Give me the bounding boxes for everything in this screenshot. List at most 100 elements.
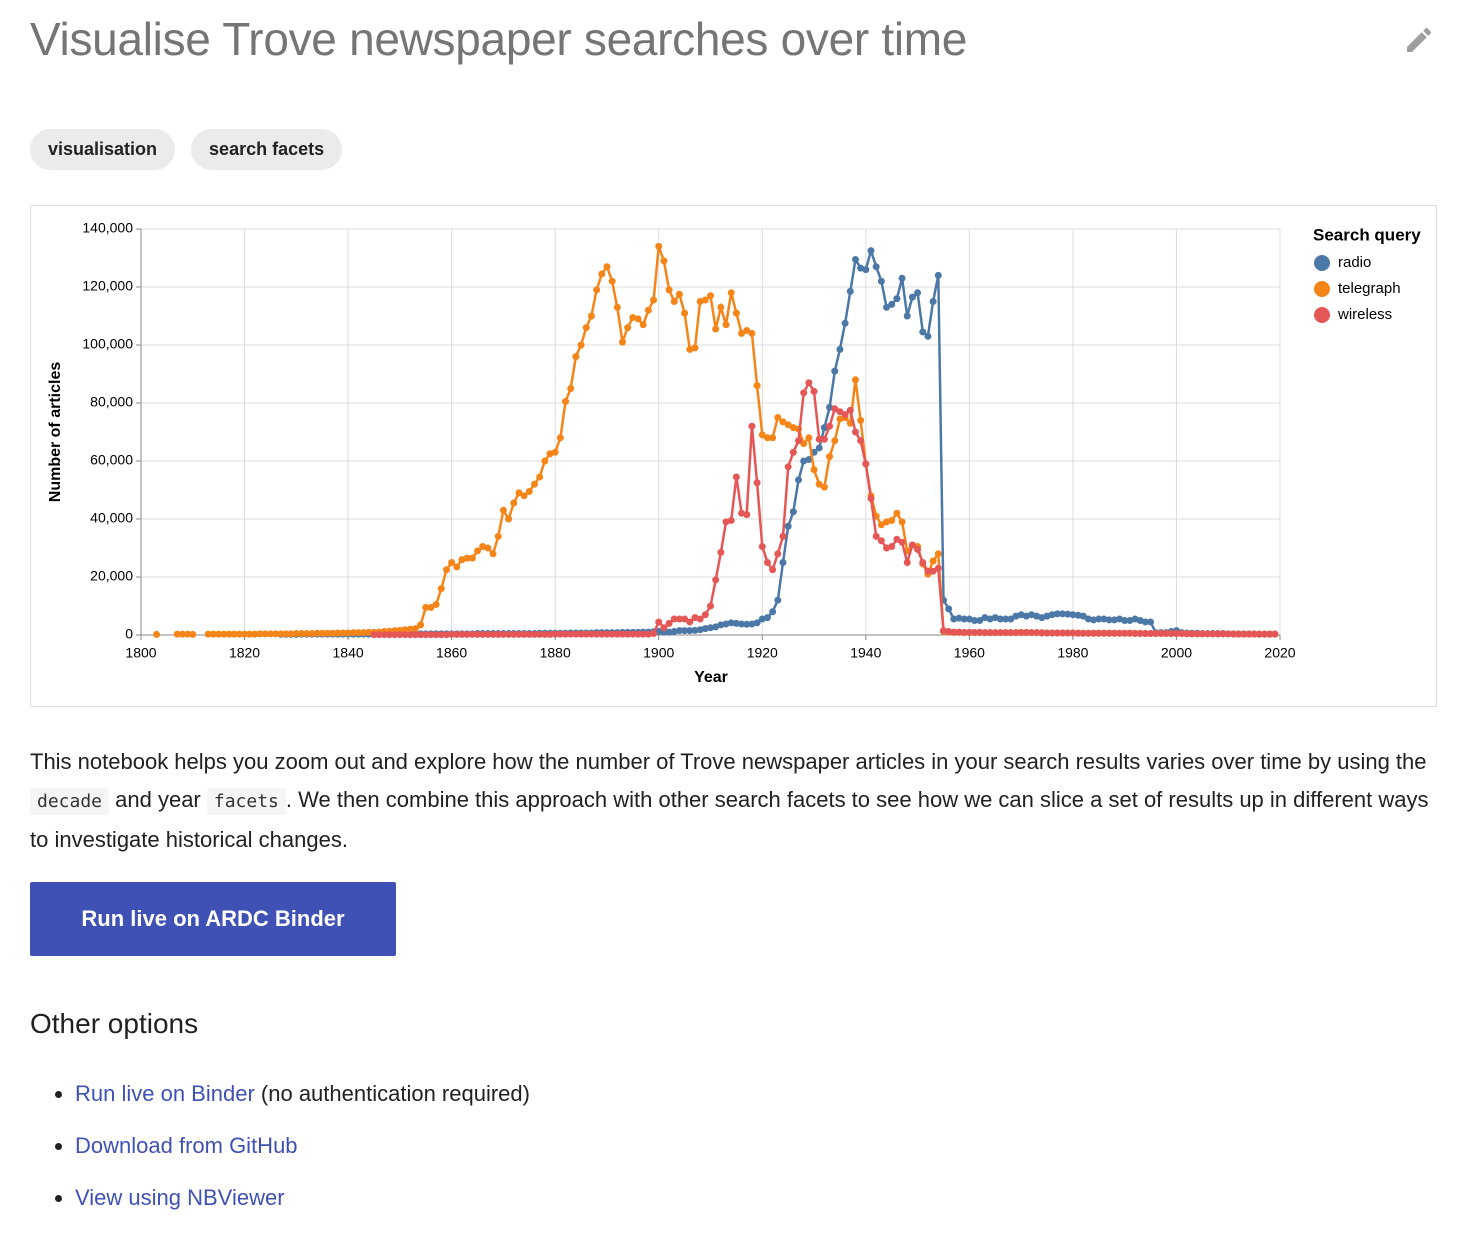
data-point	[743, 327, 751, 334]
y-tick-label: 0	[125, 626, 133, 642]
data-point	[536, 473, 544, 481]
x-tick-label: 1900	[643, 645, 674, 661]
data-point	[1167, 630, 1175, 638]
x-tick-label: 1960	[954, 645, 985, 661]
link[interactable]: Download from GitHub	[75, 1133, 298, 1158]
data-point	[593, 286, 601, 294]
data-point	[851, 255, 859, 263]
data-point	[448, 630, 456, 638]
data-point	[525, 630, 533, 638]
data-point	[795, 437, 803, 445]
link[interactable]: View using NBViewer	[75, 1185, 285, 1210]
data-point	[375, 631, 383, 639]
data-point	[986, 629, 994, 637]
data-point	[727, 619, 735, 627]
y-tick-label: 140,000	[82, 220, 133, 236]
data-point	[1183, 630, 1191, 638]
data-point	[1121, 617, 1129, 624]
data-point	[815, 435, 823, 443]
chart: Year Number of articles Search query 0 20…	[30, 205, 1437, 707]
data-point	[256, 630, 264, 638]
data-point	[401, 631, 409, 639]
data-point	[1110, 629, 1118, 637]
data-point	[334, 629, 342, 637]
data-point	[1110, 616, 1118, 624]
data-point	[1002, 629, 1010, 637]
data-point	[1209, 630, 1217, 638]
data-point	[562, 630, 570, 638]
data-point	[577, 341, 585, 349]
binder-button[interactable]: Run live on ARDC Binder	[30, 882, 396, 956]
data-point	[468, 630, 476, 638]
data-point	[499, 506, 507, 514]
data-point	[763, 614, 771, 622]
data-point	[1147, 630, 1155, 638]
data-point	[934, 564, 942, 572]
data-point	[727, 516, 735, 524]
section-heading: Other options	[30, 1008, 199, 1039]
data-point	[1043, 629, 1051, 637]
data-point	[515, 489, 523, 497]
tag-list: visualisation search facets	[30, 129, 343, 170]
data-point	[598, 630, 606, 638]
data-point	[831, 367, 839, 375]
y-tick-label: 80,000	[90, 394, 133, 410]
data-point	[297, 630, 305, 638]
data-point	[929, 557, 937, 565]
data-point	[1079, 629, 1087, 637]
data-point	[510, 499, 518, 507]
data-point	[1219, 630, 1227, 638]
data-point	[468, 554, 476, 562]
data-point	[1059, 610, 1067, 618]
y-tick-label: 40,000	[90, 510, 133, 526]
data-point	[634, 630, 642, 638]
data-point	[707, 624, 714, 632]
data-point	[515, 630, 523, 638]
y-axis-title: Number of articles	[47, 362, 64, 503]
data-point	[836, 345, 844, 353]
data-point	[712, 325, 720, 333]
data-point	[1152, 630, 1160, 638]
tag[interactable]: visualisation	[30, 129, 176, 170]
data-point	[541, 457, 549, 465]
data-point	[888, 543, 896, 551]
data-point	[712, 576, 720, 584]
data-point	[774, 550, 782, 558]
data-point	[945, 605, 953, 613]
data-point	[484, 544, 492, 552]
data-point	[572, 353, 580, 361]
data-point	[287, 630, 295, 638]
data-point	[1033, 629, 1041, 637]
data-point	[650, 296, 658, 304]
data-point	[929, 298, 937, 305]
data-point	[556, 434, 564, 442]
data-point	[748, 329, 756, 337]
data-point	[965, 628, 973, 636]
legend-label: radio	[1338, 254, 1371, 271]
legend-label: telegraph	[1338, 280, 1401, 297]
data-point	[173, 630, 181, 638]
data-point	[893, 295, 901, 303]
data-point	[820, 483, 828, 491]
data-point	[422, 603, 430, 611]
y-tick-label: 100,000	[82, 336, 133, 352]
option: View using NBViewer	[75, 1178, 530, 1230]
data-point	[872, 263, 880, 271]
data-point	[800, 440, 808, 448]
data-point	[215, 630, 223, 638]
data-point	[717, 621, 725, 629]
data-point	[665, 628, 673, 636]
link[interactable]: Run live on Binder	[75, 1081, 255, 1106]
data-point	[898, 538, 906, 546]
data-point	[681, 615, 689, 623]
data-point	[805, 456, 813, 464]
tag[interactable]: search facets	[191, 129, 343, 170]
data-point	[499, 630, 507, 638]
data-point	[386, 631, 394, 639]
data-point	[1260, 630, 1268, 638]
legend-symbol	[1314, 307, 1330, 323]
data-point	[1224, 630, 1232, 638]
data-point	[489, 630, 497, 638]
data-point	[763, 559, 771, 566]
edit-icon[interactable]	[1403, 24, 1435, 56]
